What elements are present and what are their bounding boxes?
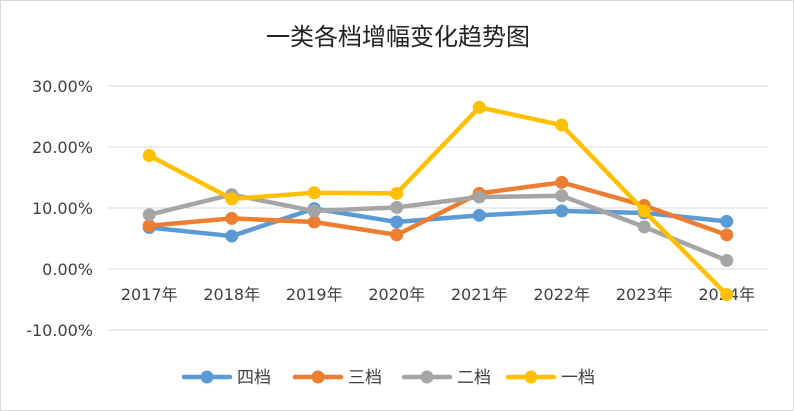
data-point — [307, 215, 321, 229]
legend-label: 一档 — [561, 368, 595, 388]
y-tick-label: 10.00% — [32, 199, 93, 218]
data-point — [142, 208, 156, 222]
gridlines — [108, 85, 768, 331]
data-point — [472, 208, 486, 222]
x-tick-label: 2023年 — [616, 285, 673, 304]
data-point — [225, 229, 239, 243]
legend-swatch-marker — [311, 370, 325, 384]
chart-title: 一类各档增幅变化趋势图 — [266, 23, 530, 51]
data-point — [720, 214, 734, 228]
x-tick-label: 2021年 — [451, 285, 508, 304]
data-point — [307, 204, 321, 218]
data-point — [472, 190, 486, 204]
legend-label: 四档 — [237, 368, 271, 388]
series-line-1 — [147, 206, 729, 239]
legend-item-2: 三档 — [292, 368, 382, 388]
data-point — [142, 149, 156, 163]
legend-item-1: 四档 — [181, 368, 271, 388]
legend: 四档 三档 二档 一档 — [181, 368, 595, 388]
series-line-2 — [147, 180, 729, 238]
data-point — [225, 192, 239, 206]
x-tick-label: 2022年 — [533, 285, 590, 304]
x-tick-label: 2017年 — [121, 285, 178, 304]
x-axis-ticks: 2017年2018年2019年2020年2021年2022年2023年2024年 — [121, 285, 755, 304]
y-tick-label: 0.00% — [42, 260, 93, 279]
x-tick-label: 2020年 — [368, 285, 425, 304]
data-point — [720, 288, 734, 302]
y-tick-label: 20.00% — [32, 138, 93, 157]
y-axis-ticks: 30.00% 20.00% 10.00% 0.00% -10.00% — [26, 77, 93, 340]
data-point — [720, 253, 734, 267]
legend-swatch-marker — [420, 370, 434, 384]
data-point — [307, 186, 321, 200]
legend-swatch-marker — [524, 370, 538, 384]
data-point — [225, 211, 239, 225]
legend-swatch-marker — [200, 370, 214, 384]
series-line-4 — [147, 105, 729, 297]
legend-label: 二档 — [457, 368, 491, 388]
legend-item-3: 二档 — [401, 368, 491, 388]
data-point — [555, 189, 569, 203]
data-point — [472, 100, 486, 114]
data-point — [637, 204, 651, 218]
data-point — [555, 204, 569, 218]
data-point — [390, 186, 404, 200]
data-point — [390, 228, 404, 242]
y-tick-label: -10.00% — [26, 321, 93, 340]
data-point — [720, 228, 734, 242]
x-tick-label: 2019年 — [286, 285, 343, 304]
legend-label: 三档 — [348, 368, 382, 388]
data-point — [390, 200, 404, 214]
x-tick-label: 2018年 — [203, 285, 260, 304]
series-layer — [142, 100, 734, 302]
data-point — [390, 215, 404, 229]
data-point — [637, 220, 651, 234]
data-point — [555, 175, 569, 189]
data-point — [142, 219, 156, 233]
legend-item-4: 一档 — [505, 368, 595, 388]
data-point — [555, 118, 569, 132]
y-tick-label: 30.00% — [32, 77, 93, 96]
